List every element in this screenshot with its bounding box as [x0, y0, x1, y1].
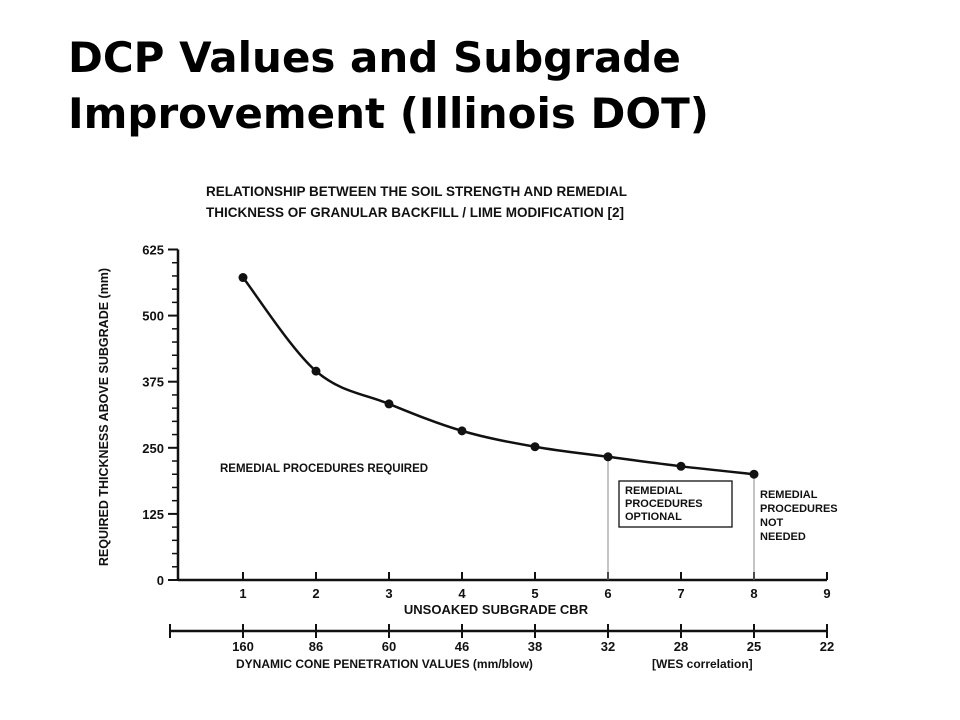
x2-tick-label: 25 [747, 639, 761, 654]
data-series [238, 273, 759, 479]
x2-axis-note: [WES correlation] [652, 657, 753, 671]
chart-title-line-2: THICKNESS OF GRANULAR BACKFILL / LIME MO… [206, 205, 624, 220]
y-tick-label: 0 [157, 573, 164, 588]
region-not-needed-label-line: REMEDIAL [760, 489, 818, 501]
data-point [749, 469, 759, 479]
chart-title-line-1: RELATIONSHIP BETWEEN THE SOIL STRENGTH A… [206, 184, 627, 199]
axes: 0 125 250 375 500 625 1 2 3 4 5 6 7 8 9 160 86 60 46 38 32 28… [142, 243, 834, 655]
data-point [676, 461, 686, 471]
slide-title-line-1: DCP Values and Subgrade [68, 33, 681, 82]
y-tick-label: 500 [142, 309, 164, 324]
y-tick-label: 375 [142, 375, 164, 390]
x-tick-label: 6 [604, 586, 611, 601]
region-not-needed-label-line: PROCEDURES [760, 503, 838, 515]
x2-tick-label: 32 [601, 639, 615, 654]
region-lines [607, 456, 755, 580]
x2-tick-label: 160 [232, 639, 254, 654]
region-optional-label-line: PROCEDURES [625, 498, 703, 510]
x-tick-label: 5 [531, 586, 538, 601]
y-tick-label: 625 [142, 243, 164, 258]
region-required-label: REMEDIAL PROCEDURES REQUIRED [220, 463, 428, 475]
data-point [238, 273, 248, 283]
data-point [530, 442, 540, 452]
region-labels: REMEDIALPROCEDURESOPTIONALREMEDIALPROCED… [618, 480, 838, 543]
data-point [457, 426, 467, 436]
x2-tick-label: 22 [820, 639, 834, 654]
x2-tick-label: 38 [528, 639, 542, 654]
x-tick-label: 3 [385, 586, 392, 601]
y-tick-label: 125 [142, 507, 164, 522]
x-tick-label: 4 [458, 586, 466, 601]
data-point [603, 452, 613, 462]
x-tick-label: 8 [750, 586, 757, 601]
y-axis-label: REQUIRED THICKNESS ABOVE SUBGRADE (mm) [97, 268, 111, 566]
x2-tick-label: 86 [309, 639, 323, 654]
x-axis-label: UNSOAKED SUBGRADE CBR [404, 602, 589, 617]
data-point [311, 366, 321, 376]
slide-title-line-2: Improvement (Illinois DOT) [68, 89, 709, 138]
x2-tick-label: 46 [455, 639, 469, 654]
region-not-needed-label-line: NOT [760, 517, 784, 529]
x2-tick-label: 60 [382, 639, 396, 654]
x-tick-label: 2 [312, 586, 319, 601]
x2-axis-label: DYNAMIC CONE PENETRATION VALUES (mm/blow… [236, 657, 533, 671]
x-tick-label: 1 [239, 586, 246, 601]
x-tick-label: 9 [823, 586, 830, 601]
optional-region-box [618, 480, 733, 528]
x2-tick-label: 28 [674, 639, 688, 654]
region-optional-label-line: OPTIONAL [625, 511, 682, 523]
data-point [384, 399, 394, 409]
x-tick-label: 7 [677, 586, 684, 601]
y-tick-label: 250 [142, 441, 164, 456]
slide-title: DCP Values and Subgrade Improvement (Ill… [68, 30, 928, 142]
series-line [242, 276, 755, 476]
region-not-needed-label-line: NEEDED [760, 531, 806, 543]
region-optional-label-line: REMEDIAL [625, 485, 683, 497]
